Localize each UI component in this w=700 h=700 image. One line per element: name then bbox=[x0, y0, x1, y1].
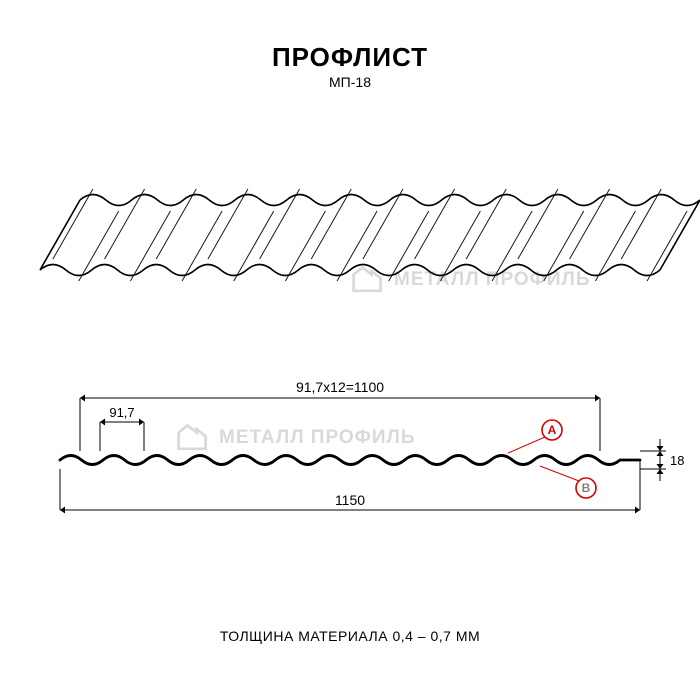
dim-height: 18 bbox=[670, 453, 684, 468]
page-subtitle: МП-18 bbox=[0, 74, 700, 90]
profile-view: 91,7х12=1100 91,7 1150 18 A B bbox=[0, 360, 700, 570]
marker-a: A bbox=[548, 423, 557, 437]
dim-overall-width: 1150 bbox=[335, 492, 365, 508]
isometric-view bbox=[0, 120, 700, 300]
page-title: ПРОФЛИСТ bbox=[0, 42, 700, 73]
dim-segment: 91,7 bbox=[109, 405, 134, 420]
dim-working-width: 91,7х12=1100 bbox=[296, 379, 384, 395]
material-thickness-note: ТОЛЩИНА МАТЕРИАЛА 0,4 – 0,7 ММ bbox=[0, 628, 700, 644]
marker-b: B bbox=[582, 481, 591, 495]
